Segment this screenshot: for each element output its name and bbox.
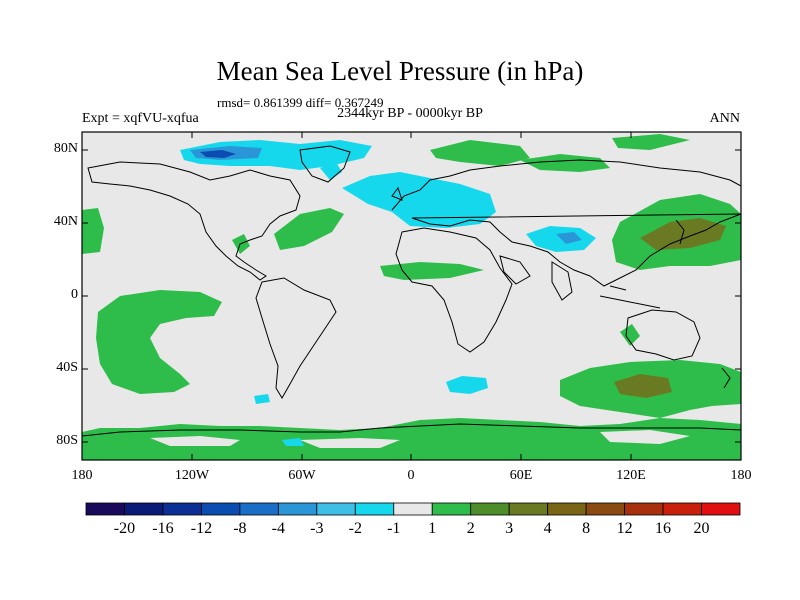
colorbar-label: 1: [428, 520, 437, 537]
colorbar: [85, 502, 741, 516]
colorbar-label: -1: [387, 520, 401, 537]
coastline: [499, 255, 573, 301]
colorbar-swatch: [701, 502, 741, 516]
colorbar-swatch: [316, 502, 356, 516]
season-label: ANN: [709, 111, 740, 126]
colorbar-swatch: [431, 502, 472, 516]
lon-label-180e: 180: [730, 468, 752, 483]
lat-label-80n: 80N: [53, 141, 78, 156]
lon-label-180w: 180: [71, 468, 93, 483]
coastline: [255, 277, 337, 399]
coastlines: [82, 145, 741, 437]
negative-region: [254, 394, 270, 404]
lat-label-80s: 80S: [56, 433, 78, 448]
lon-label-120w: 120W: [174, 468, 210, 483]
colorbar-label: -12: [190, 520, 213, 537]
coastline: [391, 159, 741, 287]
coastline: [299, 145, 351, 183]
colorbar-label: -8: [233, 520, 247, 537]
colorbar-swatch: [85, 502, 125, 516]
lon-label-120e: 120E: [616, 468, 646, 483]
coastline: [625, 309, 701, 361]
colorbar-label: 20: [693, 520, 710, 537]
stats-line: rmsd= 0.861399 diff= 0.367249: [217, 95, 384, 110]
positive-region: [620, 324, 640, 346]
positive-region: [274, 208, 344, 250]
colorbar-swatch: [624, 502, 664, 516]
colorbar-label: -20: [113, 520, 136, 537]
positive-region: [520, 154, 610, 172]
colorbar-swatch: [239, 502, 279, 516]
colorbar-label: 4: [543, 520, 552, 537]
colorbar-label: 12: [616, 520, 633, 537]
experiment-label: Expt = xqfVU-xqfua: [82, 111, 199, 126]
lon-label-60w: 60W: [288, 468, 316, 483]
coastline: [395, 227, 513, 353]
lon-label-60e: 60E: [509, 468, 533, 483]
neutral-patches: [150, 430, 690, 448]
map-field: [82, 132, 741, 460]
lat-label-0: 0: [71, 287, 78, 302]
colorbar-swatch: [162, 502, 202, 516]
positive-region: [82, 418, 741, 460]
colorbar-swatch: [547, 502, 587, 516]
lat-label-40s: 40S: [56, 360, 78, 375]
colorbar-swatch: [201, 502, 241, 516]
coastline: [675, 219, 685, 245]
colorbar-swatch: [277, 502, 318, 516]
colorbar-swatch: [354, 502, 395, 516]
negative-region: [320, 162, 342, 180]
positive-region: [430, 140, 530, 166]
lon-label-0: 0: [407, 468, 415, 483]
coastline: [391, 186, 403, 201]
coastline: [599, 285, 661, 309]
coastline: [82, 423, 741, 437]
colorbar-swatch: [470, 502, 510, 516]
strong-positive-region: [614, 374, 672, 398]
colorbar-label: -2: [348, 520, 362, 537]
colorbar-label: 3: [505, 520, 514, 537]
colorbar-swatch: [508, 502, 549, 516]
negative-region: [342, 172, 496, 228]
negative-region: [446, 376, 488, 394]
positive-region: [96, 290, 222, 394]
strong-negative-region: [556, 232, 582, 244]
map-title: Mean Sea Level Pressure (in hPa): [216, 56, 584, 86]
colorbar-swatch: [662, 502, 702, 516]
colorbar-swatch: [585, 502, 625, 516]
colorbar-label: 8: [582, 520, 591, 537]
deep-negative-region: [200, 150, 236, 158]
colorbar-label: 2: [466, 520, 475, 537]
colorbar-label: -4: [271, 520, 285, 537]
lat-label-40n: 40N: [53, 214, 78, 229]
colorbar-label: 16: [655, 520, 672, 537]
colorbar-swatch: [393, 502, 433, 516]
coastline: [721, 367, 731, 389]
deep-negative-regions: [200, 150, 236, 158]
positive-region: [82, 208, 104, 254]
axis-ticks: [82, 132, 741, 460]
colorbar-swatch: [124, 502, 164, 516]
map-subtitle: 2344kyr BP - 0000kyr BP: [337, 106, 483, 121]
colorbar-label: -3: [310, 520, 324, 537]
negative-region: [282, 438, 304, 446]
coastline: [87, 161, 301, 281]
colorbar-label: -16: [152, 520, 174, 537]
